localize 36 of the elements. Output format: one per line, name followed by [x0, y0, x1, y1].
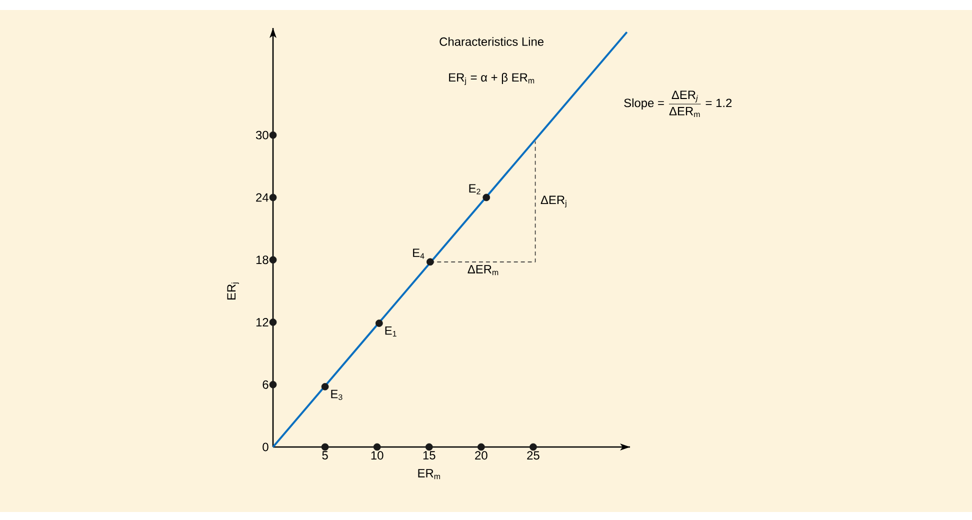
annotation: E$_{3}$: [331, 390, 342, 400]
x-tick-label: 25: [527, 451, 540, 460]
y-tick-label: 12: [256, 318, 268, 326]
x-tick-label: 10: [371, 451, 384, 460]
point: [321, 443, 329, 451]
point: [321, 382, 329, 390]
point: [375, 320, 383, 327]
annotation: E$_{2}$: [469, 184, 480, 194]
y-tick-label: 24: [256, 193, 268, 202]
point: [269, 256, 277, 264]
annotation: ΔER$_{j}$: [540, 196, 566, 208]
y-tick-label: 18: [256, 256, 268, 264]
point: [269, 380, 277, 388]
annotation: $\text{Slope = }\frac{\text{ΔER}_{\text{\itshape j}}}{\text{ΔER}_{\text{m}}}\text{ = 1.2}$: [624, 90, 732, 118]
point: [373, 443, 381, 451]
annotation: Characteristics Line: [440, 37, 544, 46]
annotation: ΔER$_{m}$: [468, 265, 498, 276]
y-tick-label: 30: [256, 130, 268, 140]
annotation: ER$_{j}$ = α + β ER$_{m}$: [449, 72, 534, 85]
point: [530, 443, 537, 451]
point: [482, 194, 490, 202]
x-tick-label: 15: [423, 451, 436, 460]
y-axis-title: ER$_{j}$: [227, 282, 239, 300]
annotation: E$_{1}$: [385, 326, 396, 336]
annotation: E$_{4}$: [413, 248, 424, 259]
x-tick-label: 5: [322, 451, 328, 460]
y-tick-label: 6: [262, 380, 268, 389]
point: [477, 443, 485, 451]
point: [269, 131, 277, 139]
point: [269, 318, 277, 326]
x-tick-label: 20: [475, 451, 488, 460]
point: [425, 443, 433, 451]
point: [426, 258, 434, 266]
point: [269, 194, 277, 202]
y-tick-label: 0: [262, 442, 268, 452]
x-axis-title: ER$_{m}$: [418, 469, 440, 480]
